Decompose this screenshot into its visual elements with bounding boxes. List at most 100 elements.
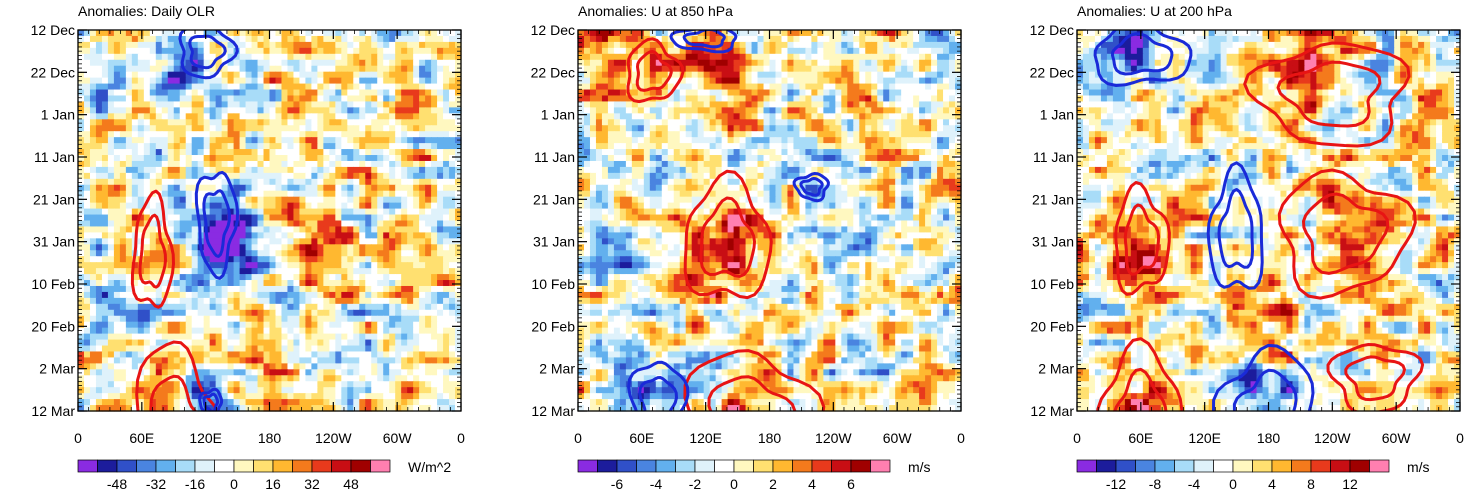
heatmap-cell [191,166,199,174]
heatmap-cell [347,178,354,186]
heatmap-cell [425,393,432,400]
heatmap-cell [89,30,97,37]
heatmap-cell [293,351,301,359]
heatmap-cell [287,101,295,108]
heatmap-cell [727,71,735,79]
heatmap-cell [341,125,348,132]
heatmap-cell [245,190,253,198]
heatmap-cell [275,262,283,269]
y-tick-label: 20 Feb [31,318,75,334]
heatmap-cell [215,268,223,275]
heatmap-cell [227,381,235,388]
heatmap-cell [215,125,223,132]
heatmap-cell [431,232,438,239]
heatmap-cell [227,375,235,382]
heatmap-cell [359,35,366,43]
heatmap-cell [341,327,348,335]
heatmap-cell [191,274,199,281]
heatmap-cell [359,101,366,108]
heatmap-cell [383,333,390,341]
heatmap-cell [221,244,229,251]
heatmap-cell [377,375,384,382]
colorbar-swatch [194,459,215,473]
heatmap-cell [365,357,372,364]
heatmap-cell [383,53,390,61]
heatmap-cell [281,95,289,103]
heatmap-cell [251,208,259,216]
heatmap-cell [359,363,366,370]
heatmap-cell [883,41,890,49]
heatmap-cell [155,95,163,103]
heatmap-cell [269,297,277,305]
heatmap-cell [173,41,181,49]
heatmap-cell [143,184,151,192]
heatmap-cell [841,30,848,37]
x-tick-label: 120W [315,430,352,446]
heatmap-cell [263,35,271,43]
heatmap-cell [353,375,360,382]
heatmap-cell [221,327,229,335]
heatmap-cell [83,160,91,168]
heatmap-cell [245,59,253,67]
heatmap-cell [377,53,384,61]
heatmap-cell [335,393,342,400]
heatmap-cell [125,35,133,43]
heatmap-cell [107,250,115,257]
heatmap-cell [449,226,456,233]
heatmap-cell [709,71,717,79]
heatmap-cell [317,280,324,287]
heatmap-cell [895,71,902,79]
heatmap-cell [775,77,783,85]
heatmap-cell [113,291,121,299]
heatmap-cell [455,244,462,251]
heatmap-cell [419,232,426,239]
heatmap-cell [413,399,420,406]
heatmap-cell [443,351,450,359]
heatmap-cell [197,47,205,55]
heatmap-cell [155,149,163,156]
heatmap-cell [437,172,444,180]
heatmap-cell [233,291,241,299]
heatmap-cell [179,83,187,91]
heatmap-cell [173,405,181,412]
heatmap-cell [919,41,926,49]
heatmap-cell [607,65,615,73]
heatmap-cell [233,250,241,257]
heatmap-cell [119,238,127,245]
heatmap-cell [437,65,444,73]
heatmap-cell [799,47,806,55]
heatmap-cell [245,83,253,91]
heatmap-cell [413,244,420,251]
heatmap-cell [353,297,360,305]
heatmap-cell [407,149,414,156]
heatmap-cell [125,137,133,144]
heatmap-cell [311,321,318,329]
heatmap-cell [185,59,193,67]
heatmap-cell [353,226,360,233]
heatmap-cell [257,47,265,55]
heatmap-cell [347,268,354,275]
heatmap-cell [353,107,360,114]
heatmap-cell [455,321,462,329]
heatmap-cell [287,327,295,335]
heatmap-cell [413,35,420,43]
heatmap-cell [775,41,783,49]
heatmap-cell [239,250,247,257]
heatmap-cell [167,155,175,162]
heatmap-cell [281,297,289,305]
heatmap-cell [263,345,271,353]
heatmap-cell [209,375,217,382]
heatmap-cell [269,357,277,364]
heatmap-cell [347,172,354,180]
heatmap-cell [323,327,330,335]
heatmap-cell [365,232,372,239]
heatmap-cell [311,238,318,245]
positive-contour [149,374,197,411]
heatmap-cell [437,166,444,174]
heatmap-cell [413,238,420,245]
heatmap-cell [167,387,175,394]
heatmap-cell [437,256,444,263]
heatmap-cell [287,244,295,251]
heatmap-cell [407,226,414,233]
heatmap-cell [329,297,336,305]
